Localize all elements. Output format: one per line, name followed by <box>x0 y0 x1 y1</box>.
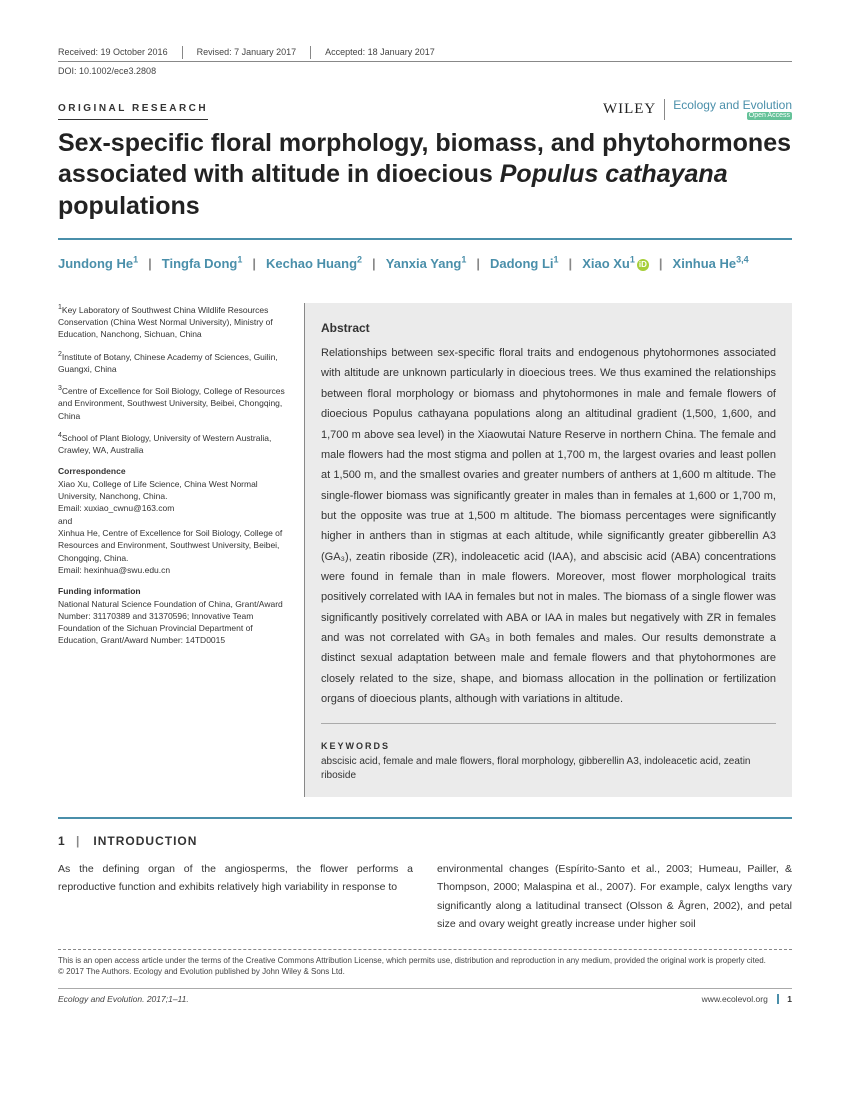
abstract-heading: Abstract <box>321 317 776 339</box>
author-separator: | <box>569 256 573 271</box>
publisher-name: WILEY <box>603 99 656 120</box>
author-separator: | <box>659 256 663 271</box>
article-title: Sex-specific floral morphology, biomass,… <box>58 128 792 222</box>
correspondence-2: Xinhua He, Centre of Excellence for Soil… <box>58 528 282 563</box>
accepted-date: Accepted: 18 January 2017 <box>325 46 449 59</box>
author-separator: | <box>476 256 480 271</box>
author-separator: | <box>372 256 376 271</box>
abstract-box: Abstract Relationships between sex-speci… <box>304 303 792 797</box>
correspondence-heading: Correspondence <box>58 465 288 477</box>
affiliation: 4School of Plant Biology, University of … <box>58 431 288 456</box>
abstract-body: Relationships between sex-specific flora… <box>321 347 776 705</box>
author: Jundong He1 <box>58 256 138 271</box>
correspondence-1: Xiao Xu, College of Life Science, China … <box>58 479 258 501</box>
author-separator: | <box>148 256 152 271</box>
author: Dadong Li1 <box>490 256 559 271</box>
body-columns: As the defining organ of the angiosperms… <box>58 860 792 934</box>
author: Tingfa Dong1 <box>162 256 243 271</box>
journal-brand: WILEY Ecology and Evolution Open Access <box>603 99 792 120</box>
section-number: 1 <box>58 834 66 848</box>
submission-dates: Received: 19 October 2016 Revised: 7 Jan… <box>58 46 792 62</box>
author-list: Jundong He1 | Tingfa Dong1 | Kechao Huang2 | Y… <box>58 252 792 277</box>
keywords-divider <box>321 723 776 724</box>
keywords-text: abscisic acid, female and male flowers, … <box>321 755 776 783</box>
journal-issue: Ecology and Evolution. 2017;1–11. <box>58 994 189 1006</box>
affiliation: 1Key Laboratory of Southwest China Wildl… <box>58 303 288 341</box>
article-type-label: ORIGINAL RESEARCH <box>58 102 208 120</box>
keywords-heading: KEYWORDS <box>321 738 776 755</box>
correspondence-and: and <box>58 516 72 526</box>
section-heading: 1 | INTRODUCTION <box>58 833 792 850</box>
affiliation: 2Institute of Botany, Chinese Academy of… <box>58 350 288 375</box>
footer-divider: This is an open access article under the… <box>58 949 792 977</box>
revised-date: Revised: 7 January 2017 <box>197 46 312 59</box>
license-text: This is an open access article under the… <box>58 955 792 966</box>
received-date: Received: 19 October 2016 <box>58 46 183 59</box>
body-col-left: As the defining organ of the angiosperms… <box>58 860 413 934</box>
journal-url: www.ecolevol.org <box>702 994 768 1004</box>
page-footer: Ecology and Evolution. 2017;1–11. www.ec… <box>58 988 792 1006</box>
sidebar-metadata: 1Key Laboratory of Southwest China Wildl… <box>58 303 288 797</box>
journal-title-text: Ecology and Evolution <box>673 98 792 112</box>
author: Kechao Huang2 <box>266 256 362 271</box>
author: Xinhua He3,4 <box>673 256 749 271</box>
correspondence-email-2: Email: hexinhua@swu.edu.cn <box>58 565 170 575</box>
author: Xiao Xu1iD <box>582 256 649 271</box>
body-col-right: environmental changes (Espírito-Santo et… <box>437 860 792 934</box>
title-divider <box>58 238 792 240</box>
funding-text: National Natural Science Foundation of C… <box>58 599 283 646</box>
funding-heading: Funding information <box>58 585 288 597</box>
title-species: Populus cathayana <box>500 160 728 188</box>
orcid-icon: iD <box>637 259 649 271</box>
body-divider <box>58 817 792 819</box>
correspondence-email-1: Email: xuxiao_cwnu@163.com <box>58 503 174 513</box>
affiliation: 3Centre of Excellence for Soil Biology, … <box>58 384 288 422</box>
doi-text: DOI: 10.1002/ece3.2808 <box>58 62 792 78</box>
copyright-text: © 2017 The Authors. Ecology and Evolutio… <box>58 966 792 977</box>
author-separator: | <box>252 256 256 271</box>
title-post: populations <box>58 192 200 220</box>
author: Yanxia Yang1 <box>386 256 467 271</box>
open-access-badge: Open Access <box>747 112 792 120</box>
journal-name: Ecology and Evolution Open Access <box>664 99 792 120</box>
page-number: 1 <box>777 994 792 1004</box>
section-title-text: INTRODUCTION <box>93 834 197 848</box>
